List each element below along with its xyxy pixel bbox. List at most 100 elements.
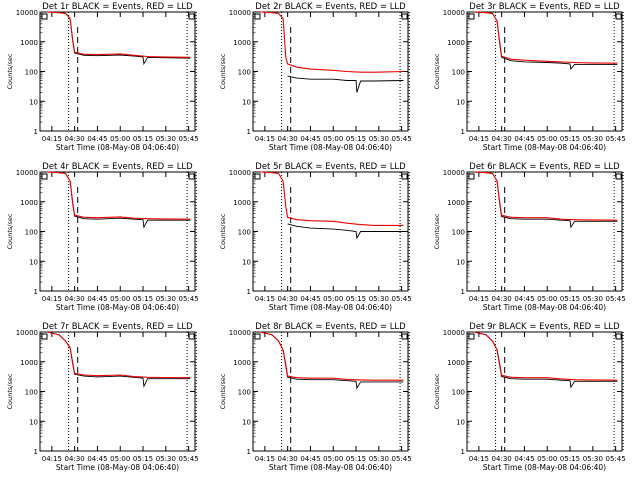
y-axis-label: Counts/sec (219, 373, 227, 409)
x-tick-label: 05:15 (133, 455, 153, 463)
y-tick-label: 10 (29, 418, 38, 426)
y-tick-label: 1000 (447, 359, 465, 367)
y-tick-label: 10000 (16, 9, 38, 17)
x-tick-label: 05:45 (392, 295, 412, 303)
y-tick-label: 1 (461, 448, 465, 456)
x-tick-label: 05:15 (346, 455, 366, 463)
x-tick-label: 04:45 (514, 295, 534, 303)
x-tick-label: 05:00 (323, 135, 343, 143)
y-axis-label: Counts/sec (433, 53, 441, 89)
chart-title: Det 6r BLACK = Events, RED = LLD (469, 162, 620, 172)
y-tick-label: 100 (25, 69, 38, 77)
y-tick-label: 1000 (233, 199, 251, 207)
chart-title: Det 8r BLACK = Events, RED = LLD (255, 322, 406, 332)
y-tick-label: 1000 (233, 359, 251, 367)
y-tick-label: 10 (242, 418, 251, 426)
corner-marker (254, 13, 261, 20)
plot-frame (39, 331, 196, 452)
chart-panel: Det 9r BLACK = Events, RED = LLD 1 10 100 10… (433, 322, 626, 472)
x-tick-label: 04:15 (42, 295, 62, 303)
plot-frame (466, 11, 623, 132)
y-tick-label: 1 (247, 128, 251, 136)
chart-panel: Det 6r BLACK = Events, RED = LLD 1 10 100 10… (433, 162, 626, 312)
x-tick-label: 04:30 (65, 455, 85, 463)
x-tick-label: 04:30 (492, 455, 512, 463)
series-line-lld (474, 171, 618, 221)
chart-title: Det 9r BLACK = Events, RED = LLD (469, 322, 620, 332)
series-line-lld (47, 331, 191, 379)
x-tick-label: 04:30 (278, 295, 298, 303)
series-line-lld (474, 331, 618, 381)
x-tick-label: 04:30 (278, 455, 298, 463)
x-tick-label: 04:30 (65, 135, 85, 143)
x-tick-label: 05:45 (179, 135, 199, 143)
x-tick-label: 05:45 (606, 135, 626, 143)
x-tick-label: 04:30 (65, 295, 85, 303)
x-tick-label: 04:45 (87, 135, 107, 143)
x-axis-label: Start Time (08-May-08 04:06:40) (269, 143, 392, 152)
x-tick-label: 04:45 (300, 295, 320, 303)
y-tick-label: 100 (238, 69, 251, 77)
y-tick-label: 10000 (443, 169, 465, 177)
y-tick-label: 1 (247, 288, 251, 296)
y-tick-label: 1 (247, 448, 251, 456)
corner-marker (615, 173, 622, 180)
x-axis-label: Start Time (08-May-08 04:06:40) (269, 463, 392, 472)
chart-panel: Det 1r BLACK = Events, RED = LLD 1 10 100 10… (6, 2, 199, 152)
y-tick-label: 10000 (443, 329, 465, 337)
x-tick-label: 05:30 (369, 135, 389, 143)
corner-marker (188, 13, 195, 20)
y-tick-label: 1 (461, 128, 465, 136)
chart-panel: Det 4r BLACK = Events, RED = LLD 1 10 100 10… (6, 162, 199, 312)
chart-title: Det 7r BLACK = Events, RED = LLD (42, 322, 193, 332)
y-tick-label: 100 (452, 69, 465, 77)
x-tick-label: 04:15 (469, 455, 489, 463)
x-tick-label: 04:15 (255, 295, 275, 303)
y-tick-label: 10 (456, 418, 465, 426)
y-tick-label: 1 (461, 288, 465, 296)
corner-marker (188, 173, 195, 180)
x-axis-label: Start Time (08-May-08 04:06:40) (269, 303, 392, 312)
x-tick-label: 04:45 (87, 455, 107, 463)
x-tick-label: 05:30 (583, 295, 603, 303)
chart-panel: Det 2r BLACK = Events, RED = LLD 1 10 100 10… (219, 2, 412, 152)
x-tick-label: 04:15 (42, 455, 62, 463)
y-tick-label: 100 (452, 229, 465, 237)
corner-marker (401, 13, 408, 20)
x-tick-label: 04:45 (300, 455, 320, 463)
x-tick-label: 04:15 (42, 135, 62, 143)
corner-marker (401, 173, 408, 180)
series-line-lld (474, 11, 618, 64)
x-tick-label: 05:30 (583, 455, 603, 463)
corner-marker (188, 333, 195, 340)
x-tick-label: 04:30 (492, 295, 512, 303)
corner-marker (468, 173, 475, 180)
plot-frame (252, 331, 409, 452)
x-tick-label: 05:45 (606, 455, 626, 463)
x-axis-label: Start Time (08-May-08 04:06:40) (56, 303, 179, 312)
series-line-lld (260, 11, 404, 73)
y-tick-label: 1000 (20, 39, 38, 47)
x-tick-label: 05:15 (346, 135, 366, 143)
x-tick-label: 05:30 (583, 135, 603, 143)
corner-marker (468, 333, 475, 340)
y-axis-label: Counts/sec (433, 373, 441, 409)
x-axis-label: Start Time (08-May-08 04:06:40) (483, 463, 606, 472)
y-tick-label: 10 (29, 258, 38, 266)
series-line-lld (47, 171, 191, 220)
x-tick-label: 05:00 (323, 295, 343, 303)
y-tick-label: 100 (25, 389, 38, 397)
y-tick-label: 100 (238, 229, 251, 237)
series-line-lld (260, 171, 404, 226)
y-tick-label: 1000 (20, 359, 38, 367)
x-tick-label: 04:45 (87, 295, 107, 303)
plot-frame (39, 11, 196, 132)
corner-marker (41, 333, 48, 340)
x-tick-label: 05:00 (537, 455, 557, 463)
y-axis-label: Counts/sec (433, 213, 441, 249)
y-axis-label: Counts/sec (219, 53, 227, 89)
y-tick-label: 10 (242, 258, 251, 266)
corner-marker (41, 13, 48, 20)
chart-title: Det 1r BLACK = Events, RED = LLD (42, 2, 193, 12)
x-tick-label: 05:00 (110, 295, 130, 303)
